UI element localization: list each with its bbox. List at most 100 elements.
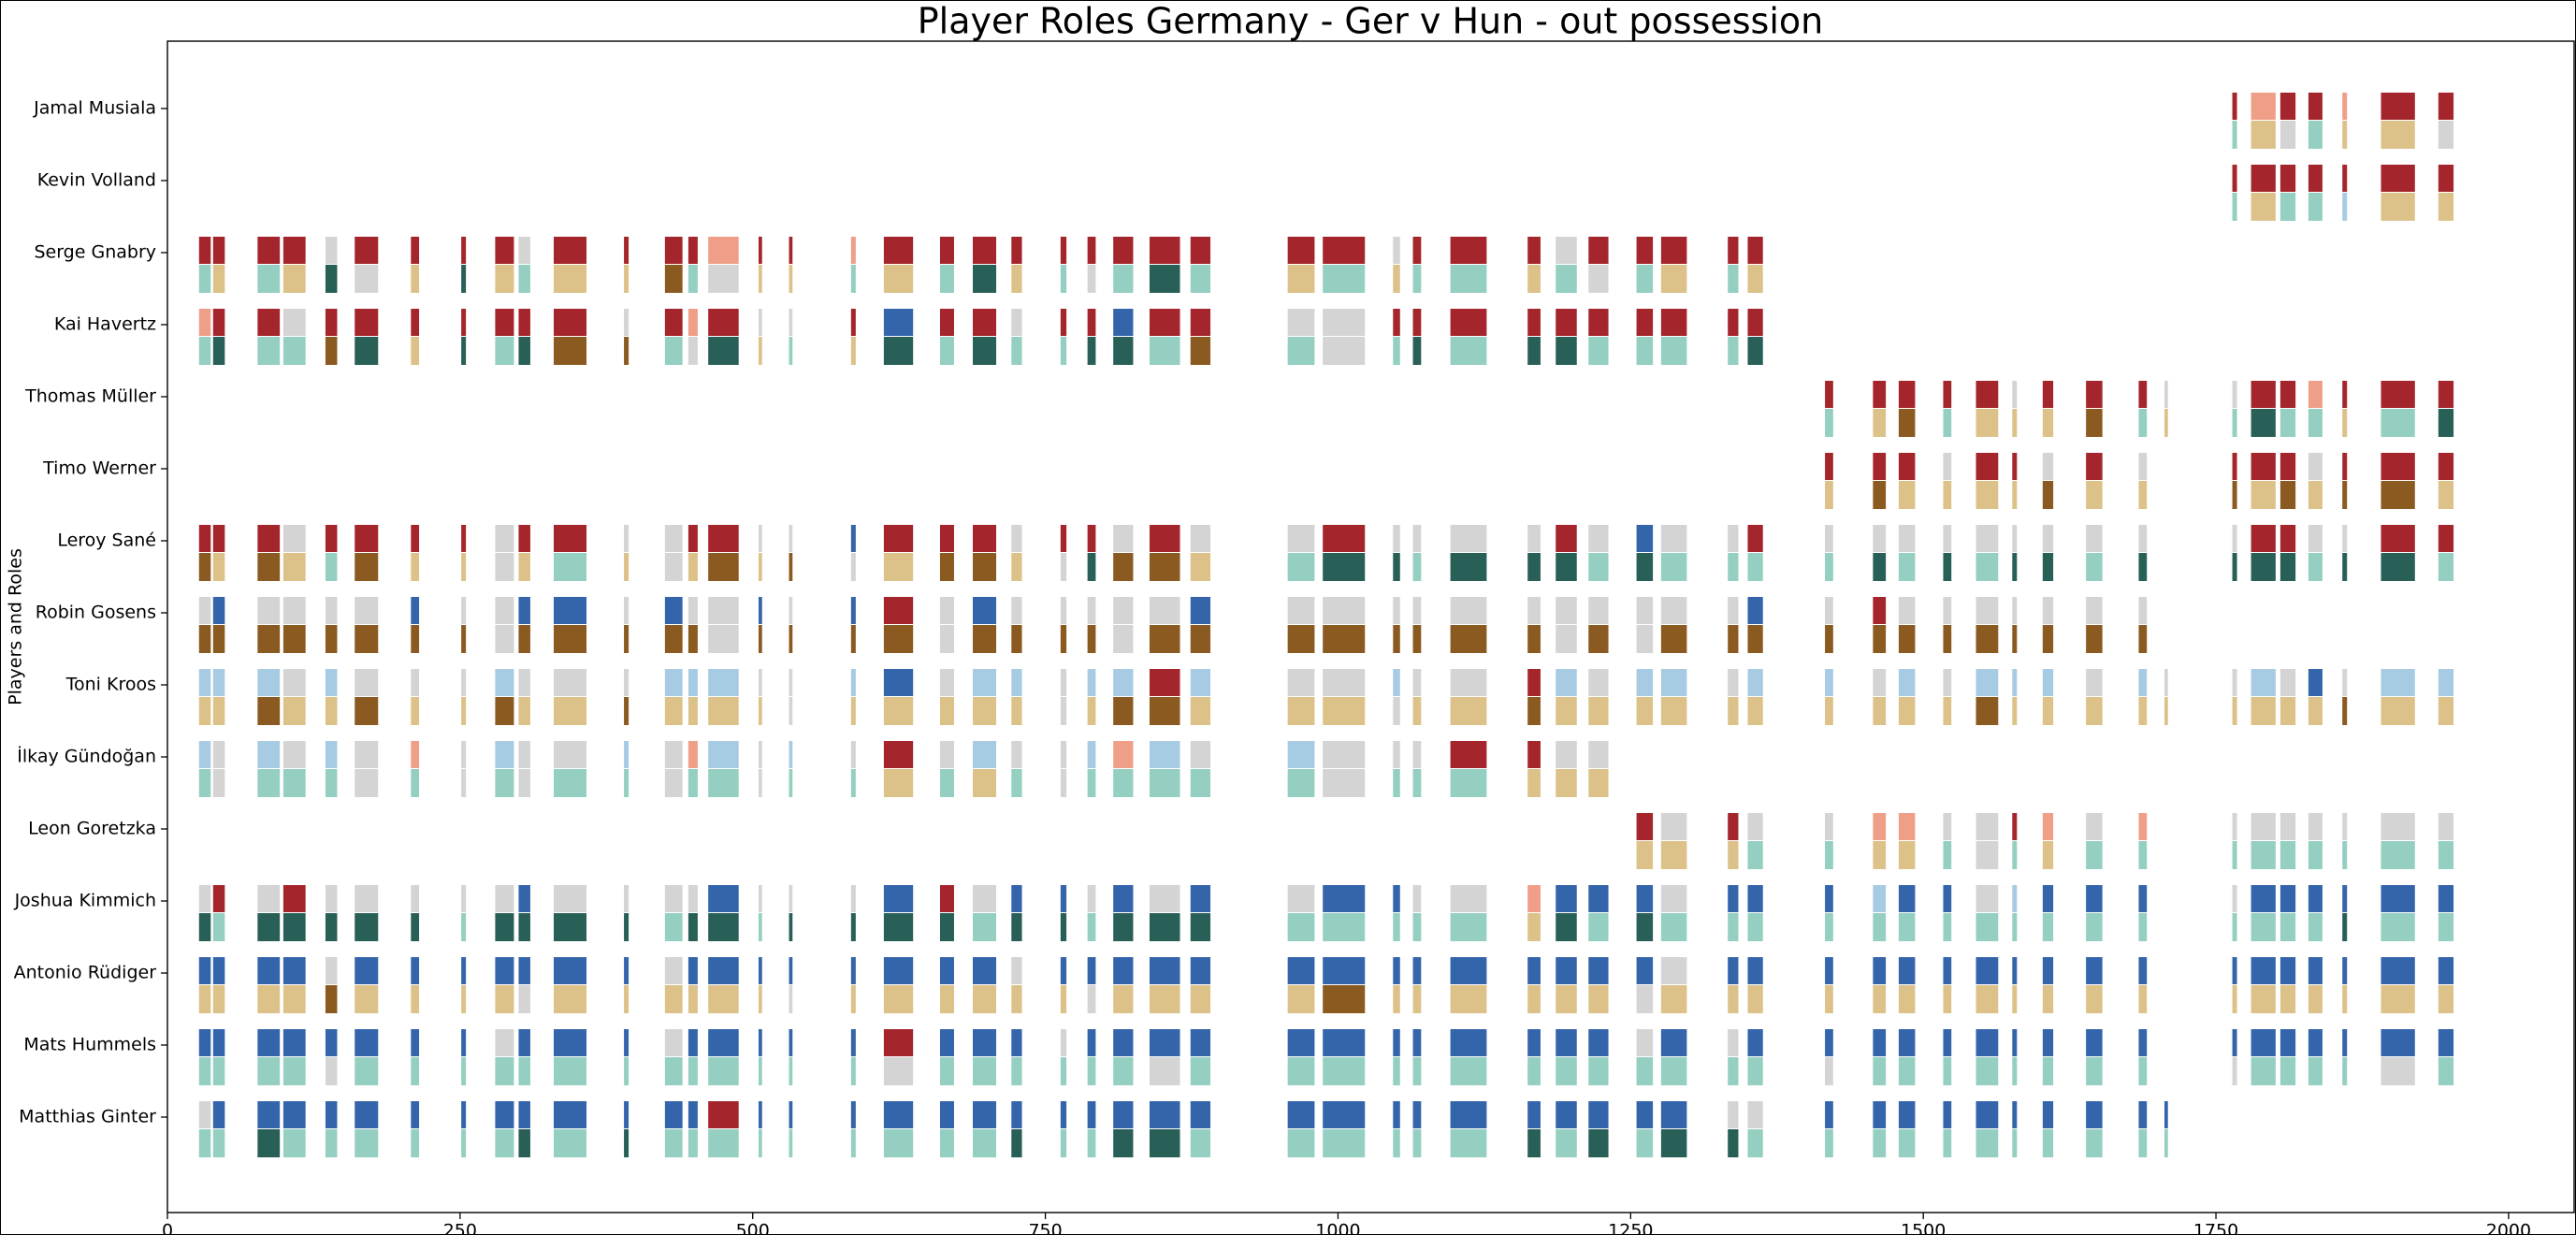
role-segment (708, 1129, 739, 1157)
role-segment (2342, 165, 2348, 192)
role-segment (2232, 841, 2237, 869)
role-segment (883, 697, 914, 725)
role-segment (850, 697, 856, 725)
role-segment (1393, 553, 1400, 581)
role-segment (758, 669, 762, 696)
role-segment (2250, 985, 2276, 1013)
role-segment (1898, 481, 1916, 509)
role-segment (624, 697, 630, 725)
role-segment (325, 625, 338, 653)
role-segment (282, 597, 306, 624)
role-segment (624, 985, 630, 1013)
role-segment (850, 625, 856, 653)
role-segment (2250, 481, 2276, 509)
role-segment (1527, 237, 1541, 264)
role-segment (1011, 985, 1022, 1013)
role-segment (2381, 121, 2415, 149)
role-segment (2232, 985, 2237, 1013)
role-segment (1149, 769, 1180, 797)
y-tick-label: Matthias Ginter (19, 1107, 156, 1127)
role-segment (1898, 453, 1916, 480)
role-segment (1087, 697, 1096, 725)
role-segment (355, 913, 379, 941)
role-segment (1190, 525, 1211, 552)
role-segment (758, 957, 762, 984)
role-segment (2342, 121, 2348, 149)
role-segment (1527, 1129, 1541, 1157)
role-segment (1636, 265, 1654, 293)
role-segment (553, 597, 587, 624)
role-segment (1636, 525, 1654, 552)
role-segment (624, 525, 630, 552)
role-segment (789, 985, 793, 1013)
role-segment (325, 553, 338, 581)
role-segment (687, 669, 698, 696)
role-segment (1149, 265, 1180, 293)
role-segment (1527, 525, 1541, 552)
role-segment (758, 769, 762, 797)
role-segment (1323, 1129, 1366, 1157)
role-segment (1660, 1129, 1687, 1157)
role-segment (2042, 481, 2054, 509)
role-segment (355, 337, 379, 365)
role-segment (2138, 1029, 2148, 1056)
role-segment (1450, 957, 1487, 984)
role-segment (325, 741, 338, 768)
role-segment (883, 741, 914, 768)
role-segment (2381, 697, 2415, 725)
role-segment (198, 597, 211, 624)
role-segment (2086, 453, 2103, 480)
role-segment (518, 1029, 530, 1056)
role-segment (1527, 1101, 1541, 1128)
role-segment (1825, 1029, 1833, 1056)
role-segment (325, 309, 338, 336)
role-segment (553, 769, 587, 797)
role-segment (1087, 265, 1096, 293)
role-segment (1287, 1057, 1315, 1085)
role-segment (198, 265, 211, 293)
role-segment (1556, 1129, 1577, 1157)
role-segment (758, 1029, 762, 1056)
role-segment (624, 237, 630, 264)
role-segment (495, 1129, 514, 1157)
role-segment (1190, 913, 1211, 941)
role-segment (257, 913, 281, 941)
role-segment (1975, 957, 1999, 984)
role-segment (461, 913, 467, 941)
role-segment (789, 913, 793, 941)
role-segment (518, 697, 530, 725)
role-segment (1747, 309, 1763, 336)
role-segment (708, 237, 739, 264)
role-segment (1412, 597, 1422, 624)
role-segment (1393, 265, 1400, 293)
role-segment (461, 669, 467, 696)
y-tick-label: Leroy Sané (57, 530, 156, 551)
role-segment (1393, 1029, 1400, 1056)
role-segment (1393, 1101, 1400, 1128)
role-segment (883, 1129, 914, 1157)
role-segment (2381, 409, 2415, 437)
role-segment (461, 1029, 467, 1056)
role-segment (2086, 913, 2103, 941)
role-segment (1825, 1101, 1833, 1128)
role-segment (198, 525, 211, 552)
role-segment (2308, 669, 2323, 696)
role-segment (1113, 597, 1134, 624)
role-segment (1636, 597, 1654, 624)
role-segment (2232, 481, 2237, 509)
role-segment (1287, 337, 1315, 365)
role-segment (461, 741, 467, 768)
role-segment (1747, 625, 1763, 653)
role-segment (850, 1101, 856, 1128)
role-segment (2164, 381, 2168, 408)
role-segment (1825, 381, 1833, 408)
role-segment (1412, 741, 1422, 768)
role-segment (1011, 237, 1022, 264)
role-segment (411, 957, 420, 984)
role-segment (850, 769, 856, 797)
role-segment (939, 525, 954, 552)
role-segment (687, 1129, 698, 1157)
role-segment (883, 769, 914, 797)
role-segment (1747, 265, 1763, 293)
role-segment (1412, 625, 1422, 653)
